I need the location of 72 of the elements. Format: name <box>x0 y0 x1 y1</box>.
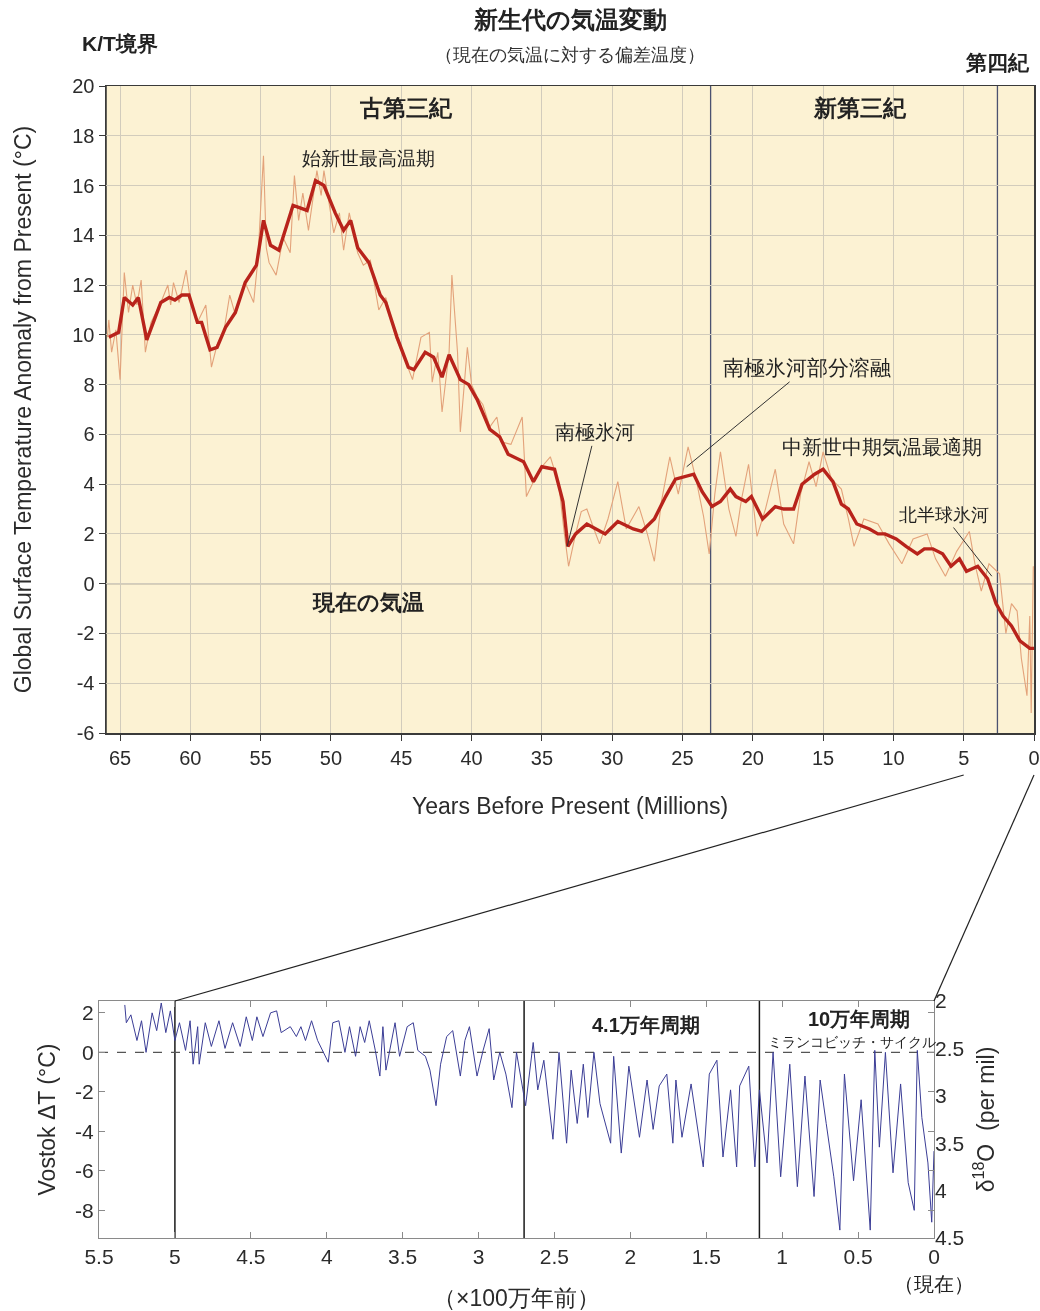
annotation: 南極氷河部分溶融 <box>723 356 891 380</box>
x-tick-label: 4.5 <box>236 1245 266 1269</box>
y-tick-label: 0 <box>81 1040 94 1064</box>
y2-tick-label: 3.5 <box>935 1131 965 1155</box>
y-tick-label: -2 <box>74 1080 94 1104</box>
x-tick-label: 3 <box>472 1245 485 1269</box>
line-series <box>107 178 1034 651</box>
y-tick-label: 6 <box>83 423 95 446</box>
y-tick-label: 4 <box>83 473 95 496</box>
y-tick-label: -2 <box>76 622 95 645</box>
y-tick-label: 10 <box>72 323 95 346</box>
x-tick-label: 3.5 <box>388 1245 418 1269</box>
y-axis-title: Global Surface Temperature Anomaly from Present (°C) <box>9 125 36 694</box>
x-tick-label: 2.5 <box>539 1245 570 1269</box>
annotation: 始新世最高温期 <box>302 148 435 169</box>
x-tick-label: 40 <box>460 746 483 769</box>
y-tick-label: -4 <box>76 672 95 695</box>
annotation: 4.1万年周期 <box>592 1014 700 1036</box>
y-tick-label: 8 <box>83 373 95 396</box>
annotation: ミランコビッチ・サイクル <box>768 1035 936 1050</box>
x-tick-label: 55 <box>249 746 272 769</box>
x-tick-label: 65 <box>108 746 132 769</box>
ref-line-label: 第四紀 <box>965 51 1030 74</box>
x-tick-label: 15 <box>811 746 835 769</box>
line-series <box>124 1002 934 1231</box>
x-tick-label: 45 <box>390 746 413 769</box>
x-tick-label: 5 <box>958 746 970 769</box>
x-tick-label: 50 <box>319 746 343 769</box>
y2-tick-label: 4 <box>935 1178 947 1202</box>
y-tick-label: 14 <box>72 224 95 247</box>
x-axis-title: （×100万年前） <box>433 1284 600 1311</box>
x-tick-label: 0 <box>1028 746 1040 769</box>
y-tick-label: -6 <box>74 1159 94 1183</box>
annotation: 10万年周期 <box>808 1008 911 1030</box>
text: （現在） <box>894 1273 974 1295</box>
ref-line-label: K/T境界 <box>82 32 158 55</box>
x-tick-label: 10 <box>882 746 905 769</box>
x-tick-label: 5.5 <box>84 1245 114 1269</box>
annotation: 古第三紀 <box>359 95 453 121</box>
x-tick-label: 60 <box>179 746 202 769</box>
y-tick-label: 2 <box>81 1001 94 1025</box>
y-tick-label: -4 <box>74 1119 94 1143</box>
x-tick-label: 35 <box>530 746 554 769</box>
annotation: 中新世中期気温最適期 <box>782 436 982 458</box>
x-tick-label: 2 <box>624 1245 637 1269</box>
x-tick-label: 4 <box>320 1245 333 1269</box>
y-tick-label: 2 <box>83 522 95 545</box>
y-tick-label: 0 <box>83 572 95 595</box>
x-tick-label: 25 <box>671 746 694 769</box>
y-tick-label: 12 <box>72 274 95 297</box>
y2-tick-label: 3 <box>935 1084 947 1108</box>
x-axis-title: Years Before Present (Millions) <box>411 792 729 819</box>
x-tick-label: 20 <box>741 746 764 769</box>
x-tick-label: 1.5 <box>691 1245 721 1269</box>
y-tick-label: 20 <box>72 75 95 97</box>
y-tick-label: 16 <box>72 174 95 197</box>
y-axis-title: Vostok ΔT (°C) <box>34 1043 61 1196</box>
chart-title: 新生代の気温変動 <box>472 6 667 34</box>
y-tick-label: -8 <box>74 1198 94 1222</box>
y-tick-label: 18 <box>72 124 95 147</box>
y2-tick-label: 2 <box>935 989 947 1013</box>
x-tick-label: 30 <box>601 746 624 769</box>
y2-tick-label: 2.5 <box>935 1036 965 1060</box>
y-tick-label: -6 <box>76 722 95 744</box>
x-tick-label: 5 <box>169 1245 181 1269</box>
chart-subtitle: （現在の気温に対する偏差温度） <box>435 45 705 65</box>
annotation: 新第三紀 <box>813 95 907 121</box>
annotation: 南極氷河 <box>555 421 635 443</box>
x-tick-label: 1 <box>776 1245 789 1269</box>
ref-line-label: 現在の気温 <box>312 590 424 615</box>
x-tick-label: 0.5 <box>843 1245 873 1269</box>
annotation: 北半球氷河 <box>899 505 989 525</box>
